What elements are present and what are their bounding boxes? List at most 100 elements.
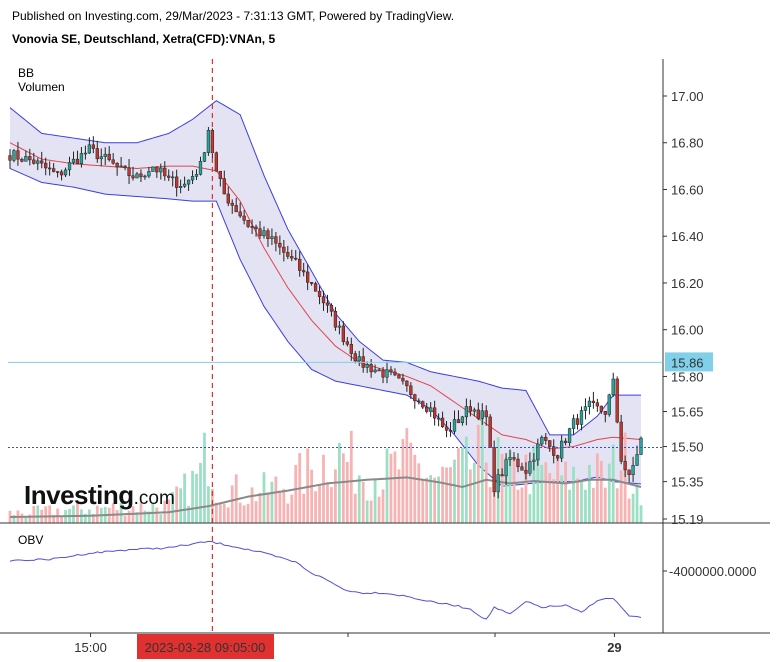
obv-indicator-label[interactable]: OBV — [18, 533, 44, 547]
volume-bar — [111, 503, 115, 523]
candle-body — [440, 417, 445, 428]
volume-bar — [72, 505, 75, 523]
candle-body — [159, 167, 163, 173]
volume-bar — [516, 489, 520, 523]
volume-bar — [147, 511, 151, 523]
candle-body — [468, 406, 472, 412]
highlight-price-badge — [665, 352, 713, 372]
candle-body — [302, 270, 306, 273]
candle-body — [206, 130, 211, 153]
candle-body — [167, 175, 171, 178]
volume-bar — [441, 466, 444, 523]
volume-bar — [468, 469, 472, 523]
bb-upper-line — [9, 100, 642, 436]
volume-bar — [290, 494, 294, 523]
volume-bar — [445, 467, 448, 523]
candle-body — [433, 407, 437, 419]
candle-body — [79, 153, 84, 164]
candle-body — [365, 364, 369, 368]
volume-bar — [187, 506, 190, 523]
candle-body — [520, 466, 524, 471]
volume-bar — [603, 487, 607, 523]
candle-body — [99, 156, 103, 160]
candle-body — [595, 402, 599, 407]
candle-body — [48, 167, 52, 170]
volume-bar — [334, 469, 337, 523]
volume-bar — [183, 473, 186, 523]
candle-body — [484, 410, 488, 418]
candle-body — [516, 458, 520, 468]
candle-body — [329, 304, 334, 312]
candle-body — [309, 282, 314, 284]
volume-bar — [465, 436, 468, 523]
candle-body — [294, 257, 298, 260]
volume-bar — [222, 503, 226, 523]
candle-body — [325, 302, 330, 306]
candle-body — [95, 148, 99, 160]
candle-body — [274, 236, 278, 244]
bb-indicator-label[interactable]: BB — [18, 66, 35, 80]
volume-bar — [389, 453, 393, 523]
candle-body — [266, 230, 270, 239]
volume-bar — [461, 448, 464, 523]
candle-body — [175, 176, 179, 188]
volume-bar — [322, 454, 325, 523]
volume-bar — [472, 462, 476, 523]
candle-body — [540, 436, 544, 445]
candle-body — [333, 311, 338, 328]
volume-bar — [540, 464, 544, 523]
volume-bar — [326, 482, 329, 523]
candle-body — [20, 158, 24, 162]
volume-bar — [599, 460, 603, 523]
bb-basis-line — [9, 142, 642, 450]
candle-body — [155, 166, 159, 173]
volume-bar — [262, 472, 266, 523]
volume-bar — [425, 477, 429, 523]
candle-body — [341, 325, 345, 342]
volume-bar — [500, 453, 504, 523]
published-caption: Published on Investing.com, 29/Mar/2023 … — [12, 9, 455, 23]
candle-body — [282, 246, 286, 253]
price-tick-label: 16.20 — [671, 276, 704, 291]
volume-bar — [405, 428, 409, 523]
candle-body — [421, 401, 425, 408]
volume-bar — [207, 486, 210, 523]
candle-body — [131, 175, 135, 179]
candle-body — [214, 152, 218, 172]
price-tick-label: 16.80 — [671, 136, 704, 151]
volume-bar — [413, 454, 417, 523]
candle-body — [190, 176, 195, 181]
volume-bar — [119, 503, 123, 523]
volume-bars — [8, 418, 643, 523]
volume-bar — [84, 513, 87, 523]
candle-body — [544, 436, 548, 441]
volume-bar — [48, 505, 52, 523]
candle-body — [147, 171, 151, 177]
volume-bar — [24, 516, 28, 523]
candle-body — [579, 410, 584, 425]
candle-body — [413, 394, 417, 402]
candle-body — [460, 416, 465, 424]
candle-body — [472, 409, 476, 412]
candle-body — [313, 283, 318, 292]
volume-indicator-label[interactable]: Volumen — [18, 80, 65, 94]
axes: 17.00 16.80 16.60 16.40 16.20 16.00 15.80 15.65… — [0, 59, 770, 659]
candle-body — [186, 179, 191, 185]
price-tick-label: 15.65 — [671, 404, 704, 419]
candle-body — [8, 155, 12, 161]
volume-bar — [60, 515, 63, 523]
candle-body — [115, 163, 119, 168]
candle-body — [198, 161, 203, 175]
investing-logo: Investing.com — [24, 480, 175, 510]
volume-bar — [91, 513, 95, 523]
candle-body — [492, 447, 496, 493]
candle-body — [87, 144, 91, 154]
candle-body — [563, 440, 568, 443]
bb-lower-line — [9, 167, 642, 487]
volume-bar — [373, 478, 377, 523]
bollinger-bands — [9, 100, 642, 487]
candle-body — [286, 252, 290, 257]
candle-body — [91, 144, 95, 149]
candle-body — [425, 406, 429, 412]
